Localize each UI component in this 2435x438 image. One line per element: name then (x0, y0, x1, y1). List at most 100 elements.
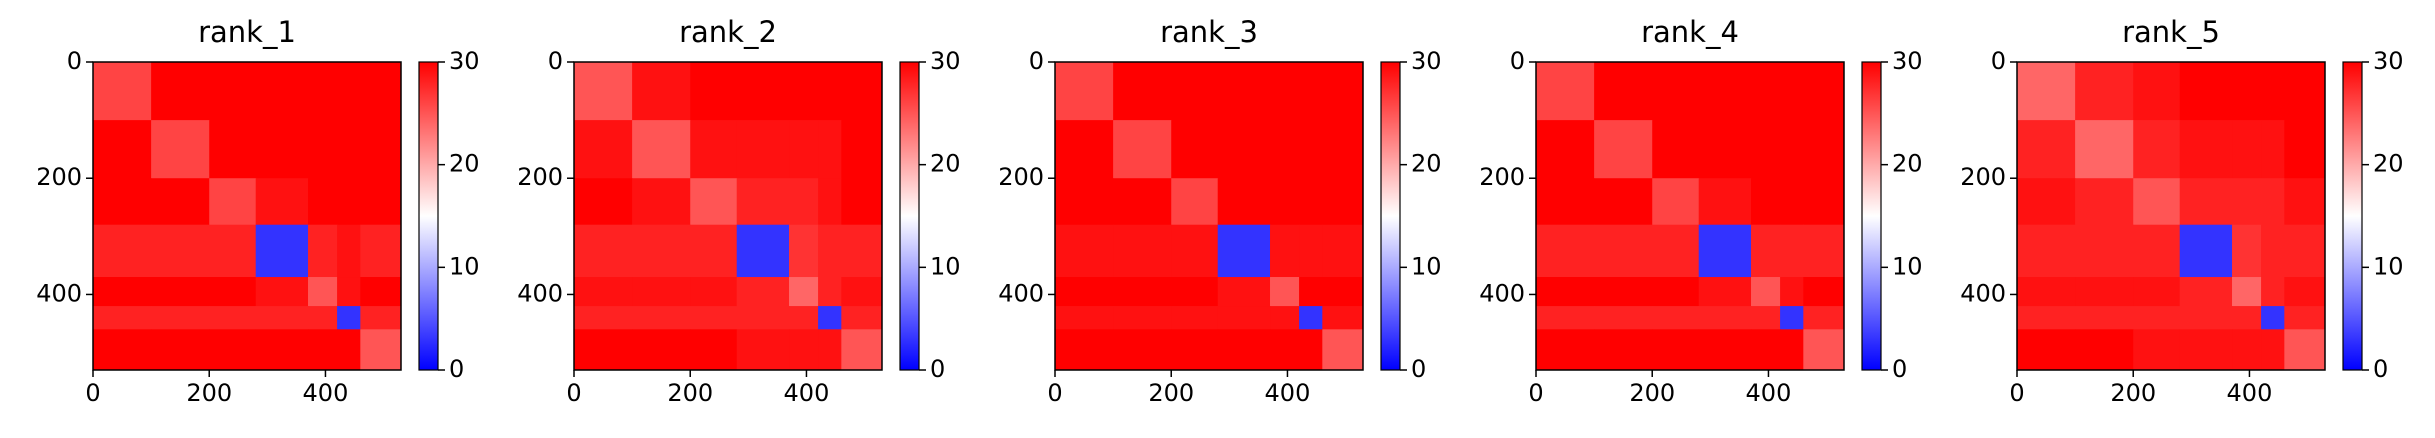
heatmap-cell (1780, 62, 1804, 121)
heatmap-cell (360, 120, 402, 179)
heatmap-cell (209, 329, 257, 371)
heatmap-cell (2261, 224, 2285, 278)
y-tick-label: 200 (1479, 163, 1525, 191)
heatmap-cell (1536, 224, 1595, 278)
heatmap-cell (574, 277, 633, 307)
heatmap-cell (818, 306, 842, 330)
heatmap-cell (632, 120, 691, 179)
heatmap-cell (2284, 306, 2326, 330)
heatmap-cell (1322, 178, 1364, 226)
heatmap-cell (1780, 329, 1804, 371)
heatmap-cell (337, 120, 361, 179)
colorbar-tick-label: 0 (930, 355, 945, 383)
heatmap-cell (1055, 329, 1114, 371)
x-tick-label: 200 (667, 379, 713, 407)
heatmap-cell (2075, 329, 2134, 371)
heatmap-cell (1171, 178, 1219, 226)
heatmap-cell (2017, 224, 2076, 278)
heatmap-cell (360, 306, 402, 330)
x-tick-label: 400 (1265, 379, 1311, 407)
heatmap-cell (151, 120, 210, 179)
heatmap-cell (2075, 224, 2134, 278)
heatmap-cell (690, 62, 738, 121)
heatmap-cell (1751, 306, 1781, 330)
heatmap-cell (818, 277, 842, 307)
heatmap-cell (736, 306, 790, 330)
y-tick-label: 200 (998, 163, 1044, 191)
heatmap-cell (151, 62, 210, 121)
colorbar-tick-label: 20 (930, 150, 961, 178)
heatmap-cell (1594, 178, 1653, 226)
heatmap-cell (1652, 277, 1700, 307)
heatmap-cell (255, 277, 309, 307)
axes-frame (1054, 61, 1364, 371)
heatmap-cell (2133, 178, 2181, 226)
y-tick-label: 0 (1029, 47, 1044, 75)
heatmap-cell (1751, 62, 1781, 121)
heatmap-cell (1217, 329, 1271, 371)
heatmap-cell (255, 224, 309, 278)
heatmap-cell (1113, 224, 1172, 278)
heatmap-cell (2232, 224, 2262, 278)
y-tick-label: 0 (548, 47, 563, 75)
heatmap-cell (1113, 178, 1172, 226)
heatmap-cell (2261, 329, 2285, 371)
heatmap-cell (818, 224, 842, 278)
heatmap-cell (1751, 277, 1781, 307)
heatmap-cell (1299, 306, 1323, 330)
heatmap-cell (1113, 329, 1172, 371)
heatmap-cell (93, 178, 152, 226)
colorbar-tick-label: 0 (449, 355, 464, 383)
heatmap-cell (2232, 306, 2262, 330)
heatmap-cell (736, 62, 790, 121)
colorbar-tick-label: 0 (1892, 355, 1907, 383)
heatmap-cell (736, 178, 790, 226)
heatmap-cell (2017, 329, 2076, 371)
heatmap-cell (255, 62, 309, 121)
heatmap-cell (1698, 178, 1752, 226)
y-tick-label: 400 (36, 279, 82, 307)
heatmap-cell (1113, 306, 1172, 330)
x-tick-label: 0 (1528, 379, 1543, 407)
heatmap-cell (1113, 277, 1172, 307)
heatmap-cell (1803, 277, 1845, 307)
heatmap-cell (2075, 62, 2134, 121)
heatmap-cell (2179, 178, 2233, 226)
heatmap-cell (1217, 120, 1271, 179)
heatmap-cell (1652, 178, 1700, 226)
y-tick-label: 400 (1960, 279, 2006, 307)
heatmap-cell (93, 277, 152, 307)
heatmap-cell (2232, 329, 2262, 371)
heatmap-cell (1803, 329, 1845, 371)
heatmap-cell (151, 329, 210, 371)
heatmap-cell (574, 62, 633, 121)
heatmap-cell (1322, 277, 1364, 307)
colorbar-tick-label: 0 (2373, 355, 2388, 383)
heatmap-cell (255, 306, 309, 330)
heatmap-cell (255, 329, 309, 371)
heatmap-cell (1698, 329, 1752, 371)
heatmap-cell (841, 306, 883, 330)
heatmap-cell (337, 224, 361, 278)
heatmap-cell (1652, 329, 1700, 371)
heatmap-cell (93, 306, 152, 330)
heatmap-cell (2133, 329, 2181, 371)
heatmap-cell (1780, 178, 1804, 226)
heatmap-cell (2017, 62, 2076, 121)
heatmap-cell (93, 329, 152, 371)
colorbar-tick-label: 30 (1892, 47, 1923, 75)
heatmap-cell (690, 329, 738, 371)
heatmap-cell (1217, 224, 1271, 278)
heatmap-cell (2017, 178, 2076, 226)
heatmap-cell (1055, 62, 1114, 121)
axes-frame (573, 61, 883, 371)
heatmap-cell (690, 306, 738, 330)
heatmap-cell (1217, 178, 1271, 226)
heatmap-cell (1780, 120, 1804, 179)
y-tick-label: 400 (517, 279, 563, 307)
heatmap-cell (1299, 120, 1323, 179)
heatmap-cell (574, 306, 633, 330)
heatmap-cell (1171, 329, 1219, 371)
heatmap-cell (1803, 120, 1845, 179)
heatmap-cell (1536, 277, 1595, 307)
